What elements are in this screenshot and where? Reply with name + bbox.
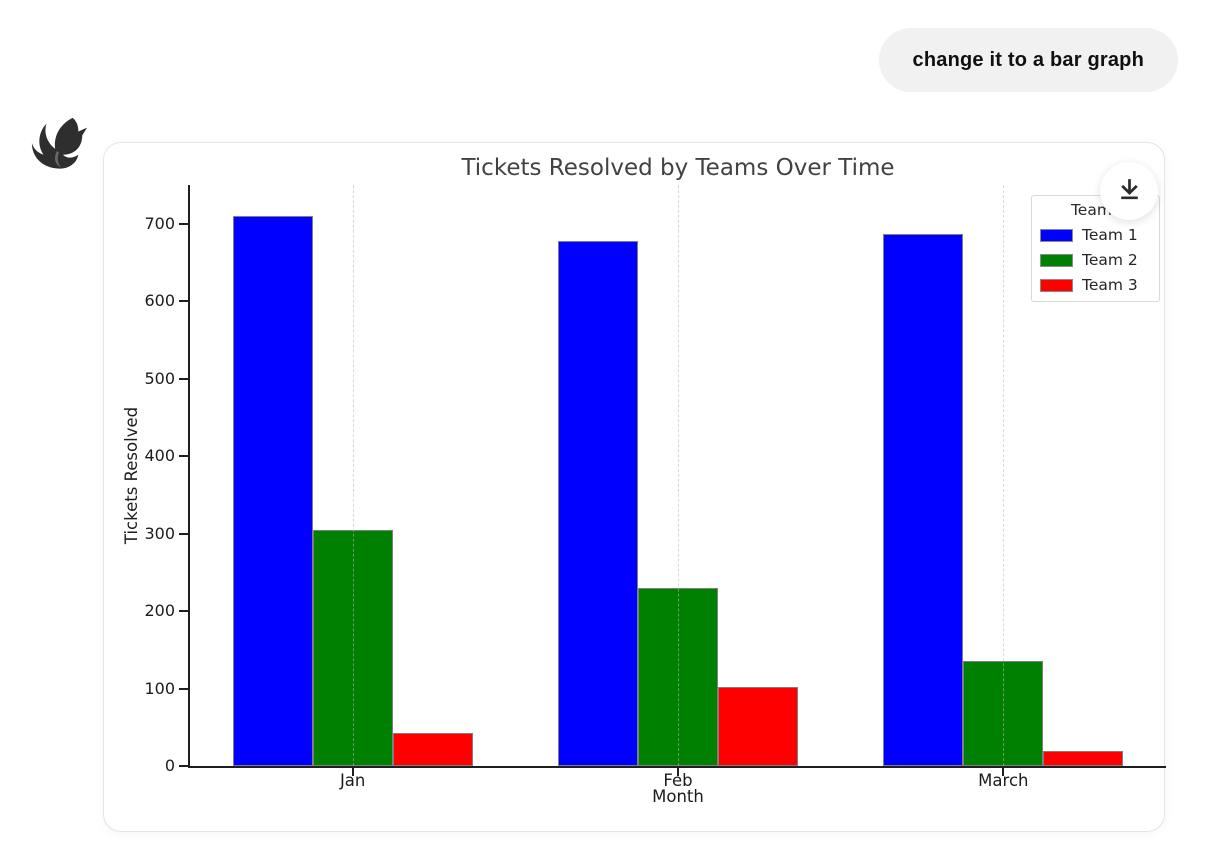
x-axis-spine [188, 766, 1166, 768]
x-tick-mark [1002, 768, 1005, 776]
x-tick-label-march: March [978, 771, 1029, 790]
vertical-gridline [1003, 185, 1005, 766]
legend-swatch-team3 [1040, 278, 1073, 292]
bar-team3-jan [392, 733, 473, 766]
plot-area: 0 100 200 300 400 500 600 700 Jan Feb March [144, 185, 1166, 790]
bar-team1-jan [232, 216, 313, 766]
vertical-gridline [678, 185, 679, 766]
legend-label: Team 1 [1082, 226, 1138, 244]
x-axis-label: Month [652, 787, 704, 806]
bar-team1-feb [558, 241, 638, 766]
y-tick-mark [179, 377, 188, 380]
x-tick-mark [351, 768, 354, 776]
assistant-avatar [28, 114, 90, 176]
y-tick-label: 100 [144, 678, 175, 698]
chart-title: Tickets Resolved by Teams Over Time [461, 155, 895, 181]
x-tick-label-feb: Feb [663, 771, 693, 790]
download-icon [1116, 176, 1143, 206]
y-tick-mark [179, 532, 188, 535]
legend-swatch-team2 [1040, 253, 1073, 267]
download-chart-button[interactable] [1100, 162, 1158, 220]
bar-team1-march [883, 234, 964, 766]
y-tick-mark [179, 455, 188, 458]
user-message-bubble: change it to a bar graph [878, 28, 1178, 92]
vertical-gridline [352, 185, 354, 766]
bird-logo-icon [28, 117, 90, 180]
legend-swatch-team1 [1040, 228, 1073, 242]
y-tick-label: 300 [144, 523, 175, 543]
user-message-text: change it to a bar graph [912, 48, 1144, 71]
bar-team3-march [1043, 751, 1124, 766]
legend-items: Team 1 Team 2 Team 3 [1040, 226, 1151, 294]
y-tick-label: 0 [164, 756, 175, 775]
y-tick-label: 400 [144, 446, 175, 466]
y-tick-label: 700 [144, 213, 175, 233]
legend-item-team3: Team 3 [1040, 276, 1151, 294]
y-axis-label: Tickets Resolved [122, 406, 141, 545]
y-tick-label: 200 [144, 601, 175, 621]
y-tick-mark [179, 300, 188, 303]
y-axis-spine [188, 185, 190, 768]
x-tick-label-jan: Jan [339, 771, 366, 790]
y-tick-label: 500 [144, 368, 175, 388]
y-tick-mark [179, 687, 188, 690]
x-tick-mark [677, 768, 679, 776]
y-tick-mark [179, 765, 188, 767]
y-tick-mark [179, 610, 188, 613]
y-tick-mark [179, 222, 188, 225]
legend-item-team1: Team 1 [1040, 226, 1151, 244]
legend-item-team2: Team 2 [1040, 251, 1151, 269]
y-tick-label: 600 [144, 291, 175, 311]
chart-card: Tickets Resolved by Teams Over Time 0 100… [103, 142, 1166, 832]
bar-team3-feb [718, 687, 798, 766]
legend-label: Team 2 [1082, 251, 1138, 269]
legend-label: Team 3 [1082, 276, 1138, 294]
